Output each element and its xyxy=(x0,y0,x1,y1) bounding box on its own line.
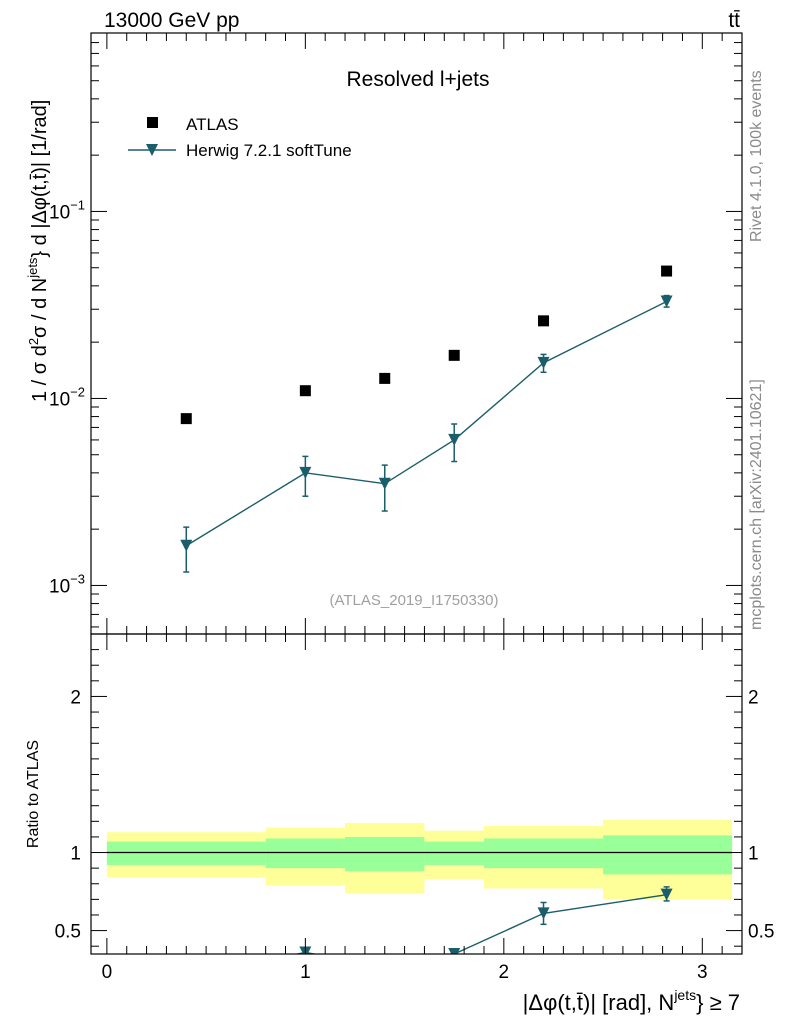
herwig-data-point xyxy=(660,295,673,308)
main-panel: 10−3 10−2 10−1 Resolved l+jets (ATLAS_2019… xyxy=(25,32,743,635)
ratio-y-tick-label-left: 1 xyxy=(70,844,81,865)
ratio-data-point xyxy=(448,948,461,954)
ratio-data-point xyxy=(379,960,391,972)
chart-title: Resolved l+jets xyxy=(347,68,490,91)
uncertainty-band-inner xyxy=(345,836,425,872)
x-tick-label: 1 xyxy=(300,962,311,983)
ratio-line xyxy=(293,893,667,954)
atlas-data-point xyxy=(180,413,192,425)
energy-label: 13000 GeV pp xyxy=(104,9,239,32)
main-y-axis-label: 1 / σ d2σ / d Njets} d |Δφ(t,t̄)| [1/rad… xyxy=(25,100,51,402)
ratio-data-point xyxy=(180,970,192,982)
uncertainty-band-inner xyxy=(603,835,733,875)
atlas-data-point xyxy=(661,265,673,277)
legend: ATLAS Herwig 7.2.1 softTune xyxy=(128,115,352,160)
ratio-y-tick-label-right: 2 xyxy=(748,687,759,708)
atlas-data-point xyxy=(379,372,391,384)
herwig-data-point xyxy=(378,477,391,490)
herwig-data-point xyxy=(180,539,193,552)
ratio-panel: 0.5 0.5 1 1 2 2 0 1 2 3 Ratio to ATLAS |Δφ(t,t̄)|… xyxy=(25,633,774,1015)
legend-herwig-marker xyxy=(146,144,158,156)
ratio-data-point xyxy=(660,888,673,901)
y-tick-label: 10−3 xyxy=(49,571,85,597)
atlas-data-point xyxy=(448,349,460,361)
y-tick-label: 10−2 xyxy=(49,384,85,410)
svg-text:1 / σ d2σ / d Njets} d |Δφ(t,t: 1 / σ d2σ / d Njets} d |Δφ(t,t̄)| [1/rad… xyxy=(25,100,51,402)
uncertainty-band-inner xyxy=(106,841,266,866)
analysis-label: (ATLAS_2019_I1750330) xyxy=(329,592,498,609)
ratio-y-tick-label-right: 1 xyxy=(748,844,759,865)
ratio-y-tick-label-right: 0.5 xyxy=(748,922,774,943)
x-tick-label: 3 xyxy=(697,962,708,983)
svg-text:|Δφ(t,t̄)| [rad], Njets} ≥ 7: |Δφ(t,t̄)| [rad], Njets} ≥ 7 xyxy=(523,987,740,1015)
ratio-y-tick-label-left: 2 xyxy=(70,687,81,708)
ratio-y-axis-label: Ratio to ATLAS xyxy=(25,740,42,848)
source-label: mcplots.cern.ch [arXiv:2401.10621] xyxy=(748,379,765,630)
y-tick-label: 10−1 xyxy=(49,197,85,223)
x-tick-label: 2 xyxy=(499,962,510,983)
legend-atlas-marker xyxy=(147,117,158,128)
rivet-version-label: Rivet 4.1.0, 100k events xyxy=(748,70,765,242)
legend-herwig-label: Herwig 7.2.1 softTune xyxy=(186,141,352,160)
atlas-data-point xyxy=(538,315,550,327)
ratio-panel-frame xyxy=(90,633,743,955)
x-axis-label: |Δφ(t,t̄)| [rad], Njets} ≥ 7 xyxy=(523,987,740,1015)
herwig-data-point xyxy=(299,466,312,479)
legend-atlas-label: ATLAS xyxy=(186,115,239,134)
uncertainty-band-inner xyxy=(265,838,346,869)
ratio-y-tick-label-left: 0.5 xyxy=(55,922,81,943)
herwig-data-point xyxy=(448,433,461,446)
atlas-data-point xyxy=(299,385,311,397)
herwig-line xyxy=(185,300,667,547)
x-tick-label: 0 xyxy=(102,962,113,983)
uncertainty-band-inner xyxy=(424,841,484,866)
herwig-data-point xyxy=(537,356,550,369)
process-label: tt̄ xyxy=(728,9,740,32)
uncertainty-band-inner xyxy=(483,838,604,869)
ratio-data-point xyxy=(537,907,550,920)
